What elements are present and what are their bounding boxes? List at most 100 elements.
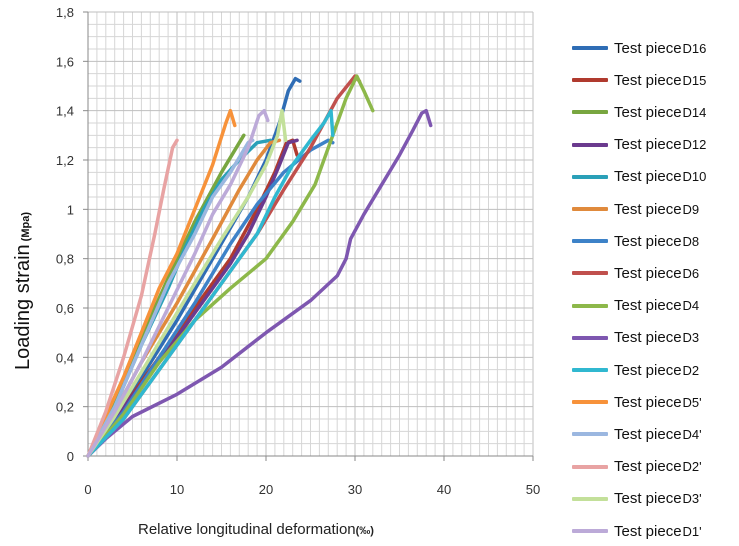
legend-item: Test piece D15 bbox=[572, 68, 706, 92]
series-line-d5-prime bbox=[86, 108, 237, 458]
legend-label: Test piece bbox=[614, 361, 682, 379]
legend-label-id: D14 bbox=[682, 104, 707, 120]
legend-label: Test piece bbox=[614, 168, 682, 186]
series-line-d3-prime bbox=[86, 108, 288, 458]
series-line-d4-prime bbox=[86, 138, 255, 458]
legend-swatch bbox=[572, 78, 608, 83]
legend-label-id: D3 bbox=[682, 330, 700, 346]
legend-label-id: D1' bbox=[682, 523, 702, 539]
legend-item: Test piece D3' bbox=[572, 487, 702, 511]
legend-label-id: D10 bbox=[682, 169, 707, 185]
legend-label: Test piece bbox=[614, 39, 682, 57]
legend-label-id: D2 bbox=[682, 362, 700, 378]
y-tick-label: 1,6 bbox=[56, 54, 74, 69]
series-line-d8 bbox=[86, 138, 335, 458]
series-line-d2-prime bbox=[86, 138, 179, 458]
legend-label: Test piece bbox=[614, 232, 682, 250]
axes bbox=[87, 12, 533, 457]
legend-label-id: D3' bbox=[682, 491, 702, 507]
legend-swatch bbox=[572, 142, 608, 147]
legend-item: Test piece D4 bbox=[572, 294, 699, 318]
data-series bbox=[86, 74, 433, 458]
legend-label: Test piece bbox=[614, 297, 682, 315]
legend-label: Test piece bbox=[614, 264, 682, 282]
legend-swatch bbox=[572, 110, 608, 115]
legend-label-id: D6 bbox=[682, 265, 700, 281]
legend-label-id: D5' bbox=[682, 394, 702, 410]
y-tick-label: 1,2 bbox=[56, 153, 74, 168]
legend-label: Test piece bbox=[614, 103, 682, 121]
legend-label: Test piece bbox=[614, 490, 682, 508]
legend-swatch bbox=[572, 46, 608, 50]
legend-item: Test piece D16 bbox=[572, 36, 706, 60]
legend-label-id: D12 bbox=[682, 137, 707, 153]
y-tick-label: 1,4 bbox=[56, 104, 74, 119]
x-tick-labels: 0 10 20 30 40 50 bbox=[84, 456, 540, 497]
series-line-d1-prime bbox=[86, 108, 270, 458]
legend-item: Test piece D4' bbox=[572, 422, 702, 446]
legend-item: Test piece D2' bbox=[572, 455, 702, 479]
y-axis-unit: (Mpa) bbox=[20, 212, 32, 242]
legend-item: Test piece D2 bbox=[572, 358, 699, 382]
x-tick-label: 20 bbox=[259, 482, 273, 497]
legend-item: Test piece D6 bbox=[572, 261, 699, 285]
legend-label: Test piece bbox=[614, 329, 682, 347]
legend-swatch bbox=[572, 529, 608, 533]
series-line-d3 bbox=[86, 108, 433, 458]
y-tick-label: 1 bbox=[67, 202, 74, 217]
x-tick-label: 50 bbox=[526, 482, 540, 497]
legend-label-id: D9 bbox=[682, 201, 700, 217]
y-tick-label: 0,2 bbox=[56, 400, 74, 415]
legend-label: Test piece bbox=[614, 393, 682, 411]
legend-label-id: D4' bbox=[682, 426, 702, 442]
y-tick-label: 1,8 bbox=[56, 5, 74, 20]
x-tick-label: 40 bbox=[437, 482, 451, 497]
legend-item: Test piece D5' bbox=[572, 390, 702, 414]
legend-item: Test piece D9 bbox=[572, 197, 699, 221]
legend-item: Test piece D10 bbox=[572, 165, 706, 189]
legend-label: Test piece bbox=[614, 458, 682, 476]
x-axis-title: Relative longitudinal deformation(‰) bbox=[138, 521, 374, 538]
legend-label: Test piece bbox=[614, 71, 682, 89]
legend-item: Test piece D3 bbox=[572, 326, 699, 350]
legend-label: Test piece bbox=[614, 200, 682, 218]
legend-item: Test piece D12 bbox=[572, 133, 706, 157]
series-line-d4 bbox=[86, 74, 375, 458]
legend-label-id: D4 bbox=[682, 298, 700, 314]
y-axis-title: Loading strain (Mpa) bbox=[12, 212, 34, 370]
legend-item: Test piece D1' bbox=[572, 519, 702, 543]
legend-swatch bbox=[572, 335, 608, 340]
y-tick-label: 0,6 bbox=[56, 301, 74, 316]
legend-swatch bbox=[572, 432, 608, 437]
x-tick-label: 10 bbox=[170, 482, 184, 497]
legend-label-id: D16 bbox=[682, 40, 707, 56]
legend-item: Test piece D14 bbox=[572, 100, 706, 124]
legend-swatch bbox=[572, 239, 608, 244]
legend-swatch bbox=[572, 496, 608, 501]
y-tick-labels: 0 0,2 0,4 0,6 0,8 1 1,2 1,4 1,6 1,8 bbox=[56, 5, 88, 464]
y-tick-label: 0 bbox=[67, 449, 74, 464]
legend-label: Test piece bbox=[614, 522, 682, 540]
x-axis-label: Relative longitudinal deformation bbox=[138, 521, 356, 538]
legend-swatch bbox=[572, 207, 608, 211]
y-tick-label: 0,8 bbox=[56, 252, 74, 267]
x-axis-unit: (‰) bbox=[356, 525, 375, 537]
legend-label: Test piece bbox=[614, 425, 682, 443]
legend-swatch bbox=[572, 271, 608, 276]
legend-label-id: D2' bbox=[682, 459, 702, 475]
legend-label: Test piece bbox=[614, 136, 682, 154]
legend-label-id: D8 bbox=[682, 233, 700, 249]
legend-swatch bbox=[572, 400, 608, 405]
y-axis-label: Loading strain bbox=[12, 244, 34, 370]
y-tick-label: 0,4 bbox=[56, 350, 74, 365]
x-tick-label: 0 bbox=[84, 482, 91, 497]
legend-item: Test piece D8 bbox=[572, 229, 699, 253]
series-line-d2 bbox=[86, 108, 335, 458]
legend-swatch bbox=[572, 368, 608, 372]
legend-label-id: D15 bbox=[682, 72, 707, 88]
x-tick-label: 30 bbox=[348, 482, 362, 497]
legend-swatch bbox=[572, 174, 608, 179]
legend-swatch bbox=[572, 303, 608, 308]
legend-swatch bbox=[572, 464, 608, 469]
